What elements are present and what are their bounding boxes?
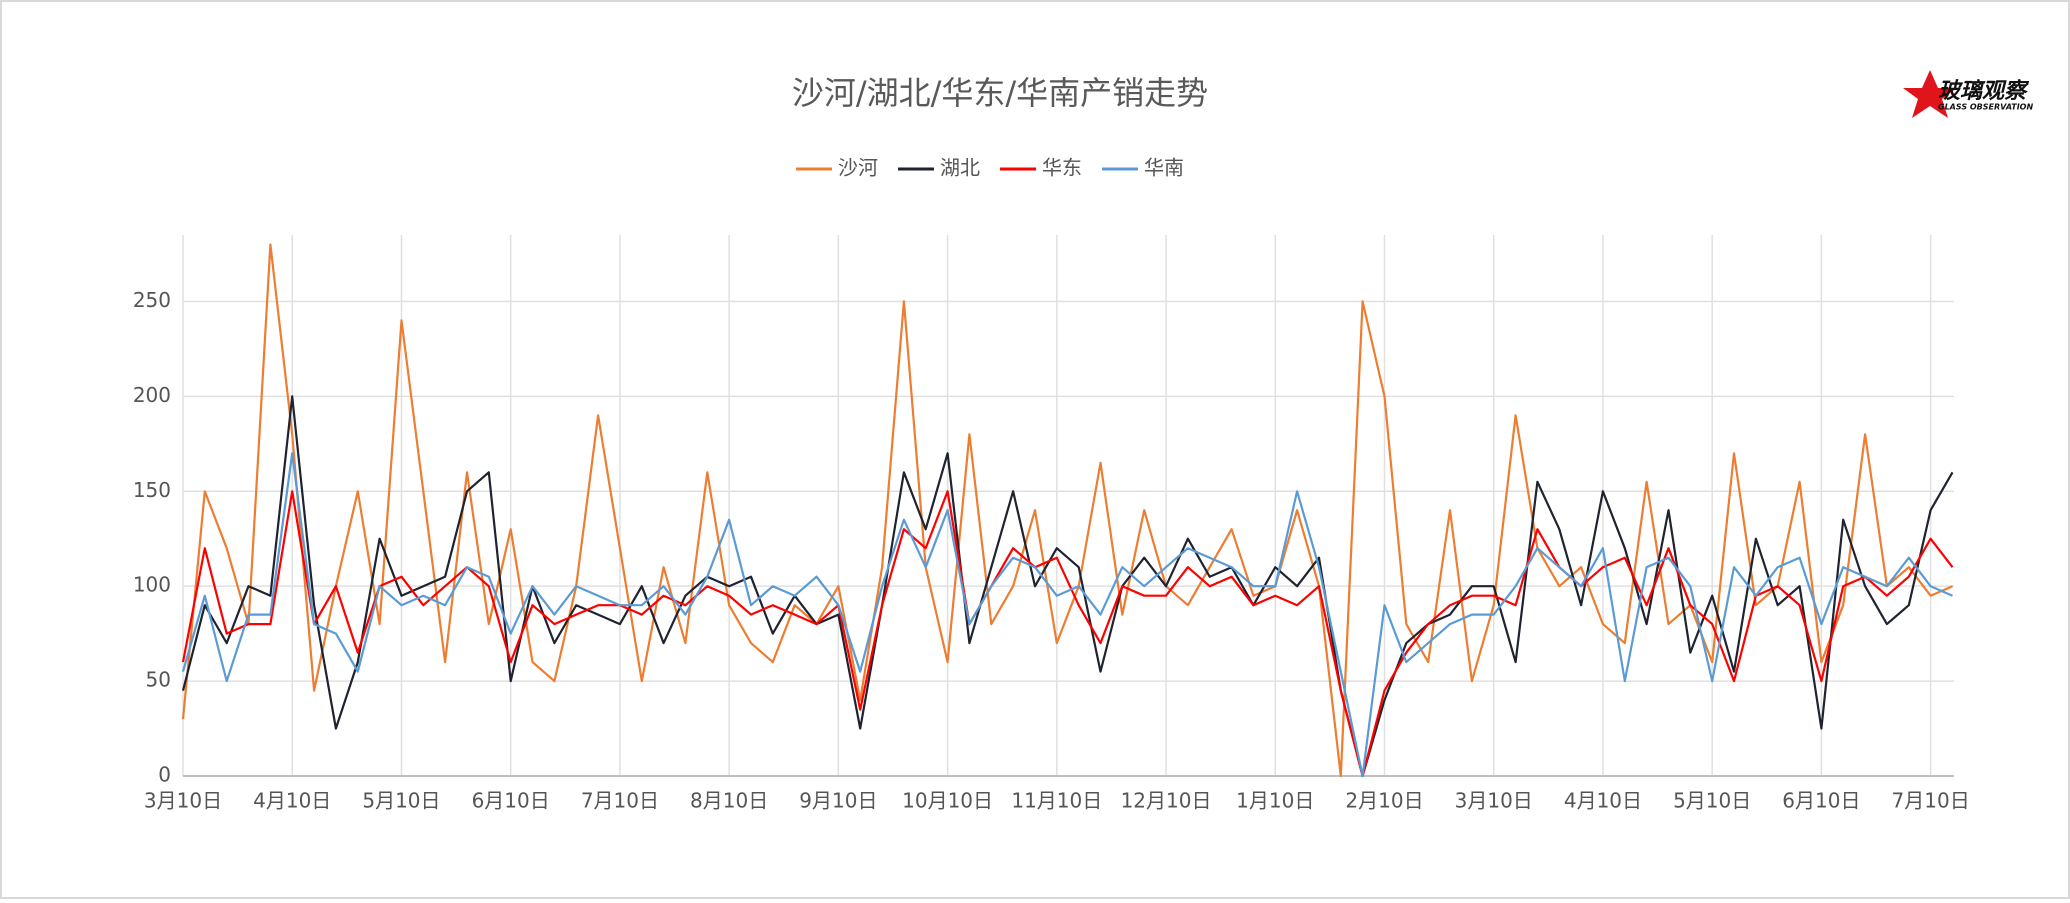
x-tick-label: 7月10日 <box>581 789 659 813</box>
y-tick-label: 200 <box>133 383 171 407</box>
x-tick-label: 8月10日 <box>690 789 768 813</box>
y-tick-label: 0 <box>158 763 171 787</box>
y-tick-label: 100 <box>133 573 171 597</box>
series-line <box>181 490 1954 778</box>
x-tick-label: 5月10日 <box>1673 789 1751 813</box>
x-tick-label: 11月10日 <box>1011 789 1102 813</box>
x-tick-label: 6月10日 <box>472 789 550 813</box>
y-tick-label: 150 <box>133 478 171 502</box>
x-tick-label: 6月10日 <box>1782 789 1860 813</box>
x-tick-label: 7月10日 <box>1892 789 1970 813</box>
x-tick-label: 12月10日 <box>1121 789 1212 813</box>
x-tick-label: 10月10日 <box>902 789 993 813</box>
x-tick-label: 3月10日 <box>1455 789 1533 813</box>
logo-star <box>1903 70 1957 118</box>
x-tick-label: 1月10日 <box>1236 789 1314 813</box>
x-tick-label: 4月10日 <box>1564 789 1642 813</box>
logo-text: 玻璃观察 <box>1938 78 2030 104</box>
series-line <box>181 395 1954 778</box>
legend-label: 华南 <box>1144 156 1184 180</box>
x-tick-label: 5月10日 <box>362 789 440 813</box>
logo-subtitle: GLASS OBSERVATION <box>1938 103 2033 112</box>
chart-title: 沙河/湖北/华东/华南产销走势 <box>792 74 1208 112</box>
legend-label: 湖北 <box>940 156 980 180</box>
x-tick-label: 9月10日 <box>799 789 877 813</box>
x-tick-label: 2月10日 <box>1345 789 1423 813</box>
y-tick-label: 50 <box>146 668 171 692</box>
logo: 玻璃观察 GLASS OBSERVATION <box>1903 70 2033 118</box>
legend-label: 沙河 <box>838 156 878 180</box>
x-tick-label: 3月10日 <box>144 789 222 813</box>
series-line <box>181 243 1953 778</box>
x-tick-label: 4月10日 <box>253 789 331 813</box>
y-tick-label: 250 <box>133 288 171 312</box>
legend-label: 华东 <box>1042 156 1082 180</box>
series-line <box>181 452 1953 778</box>
